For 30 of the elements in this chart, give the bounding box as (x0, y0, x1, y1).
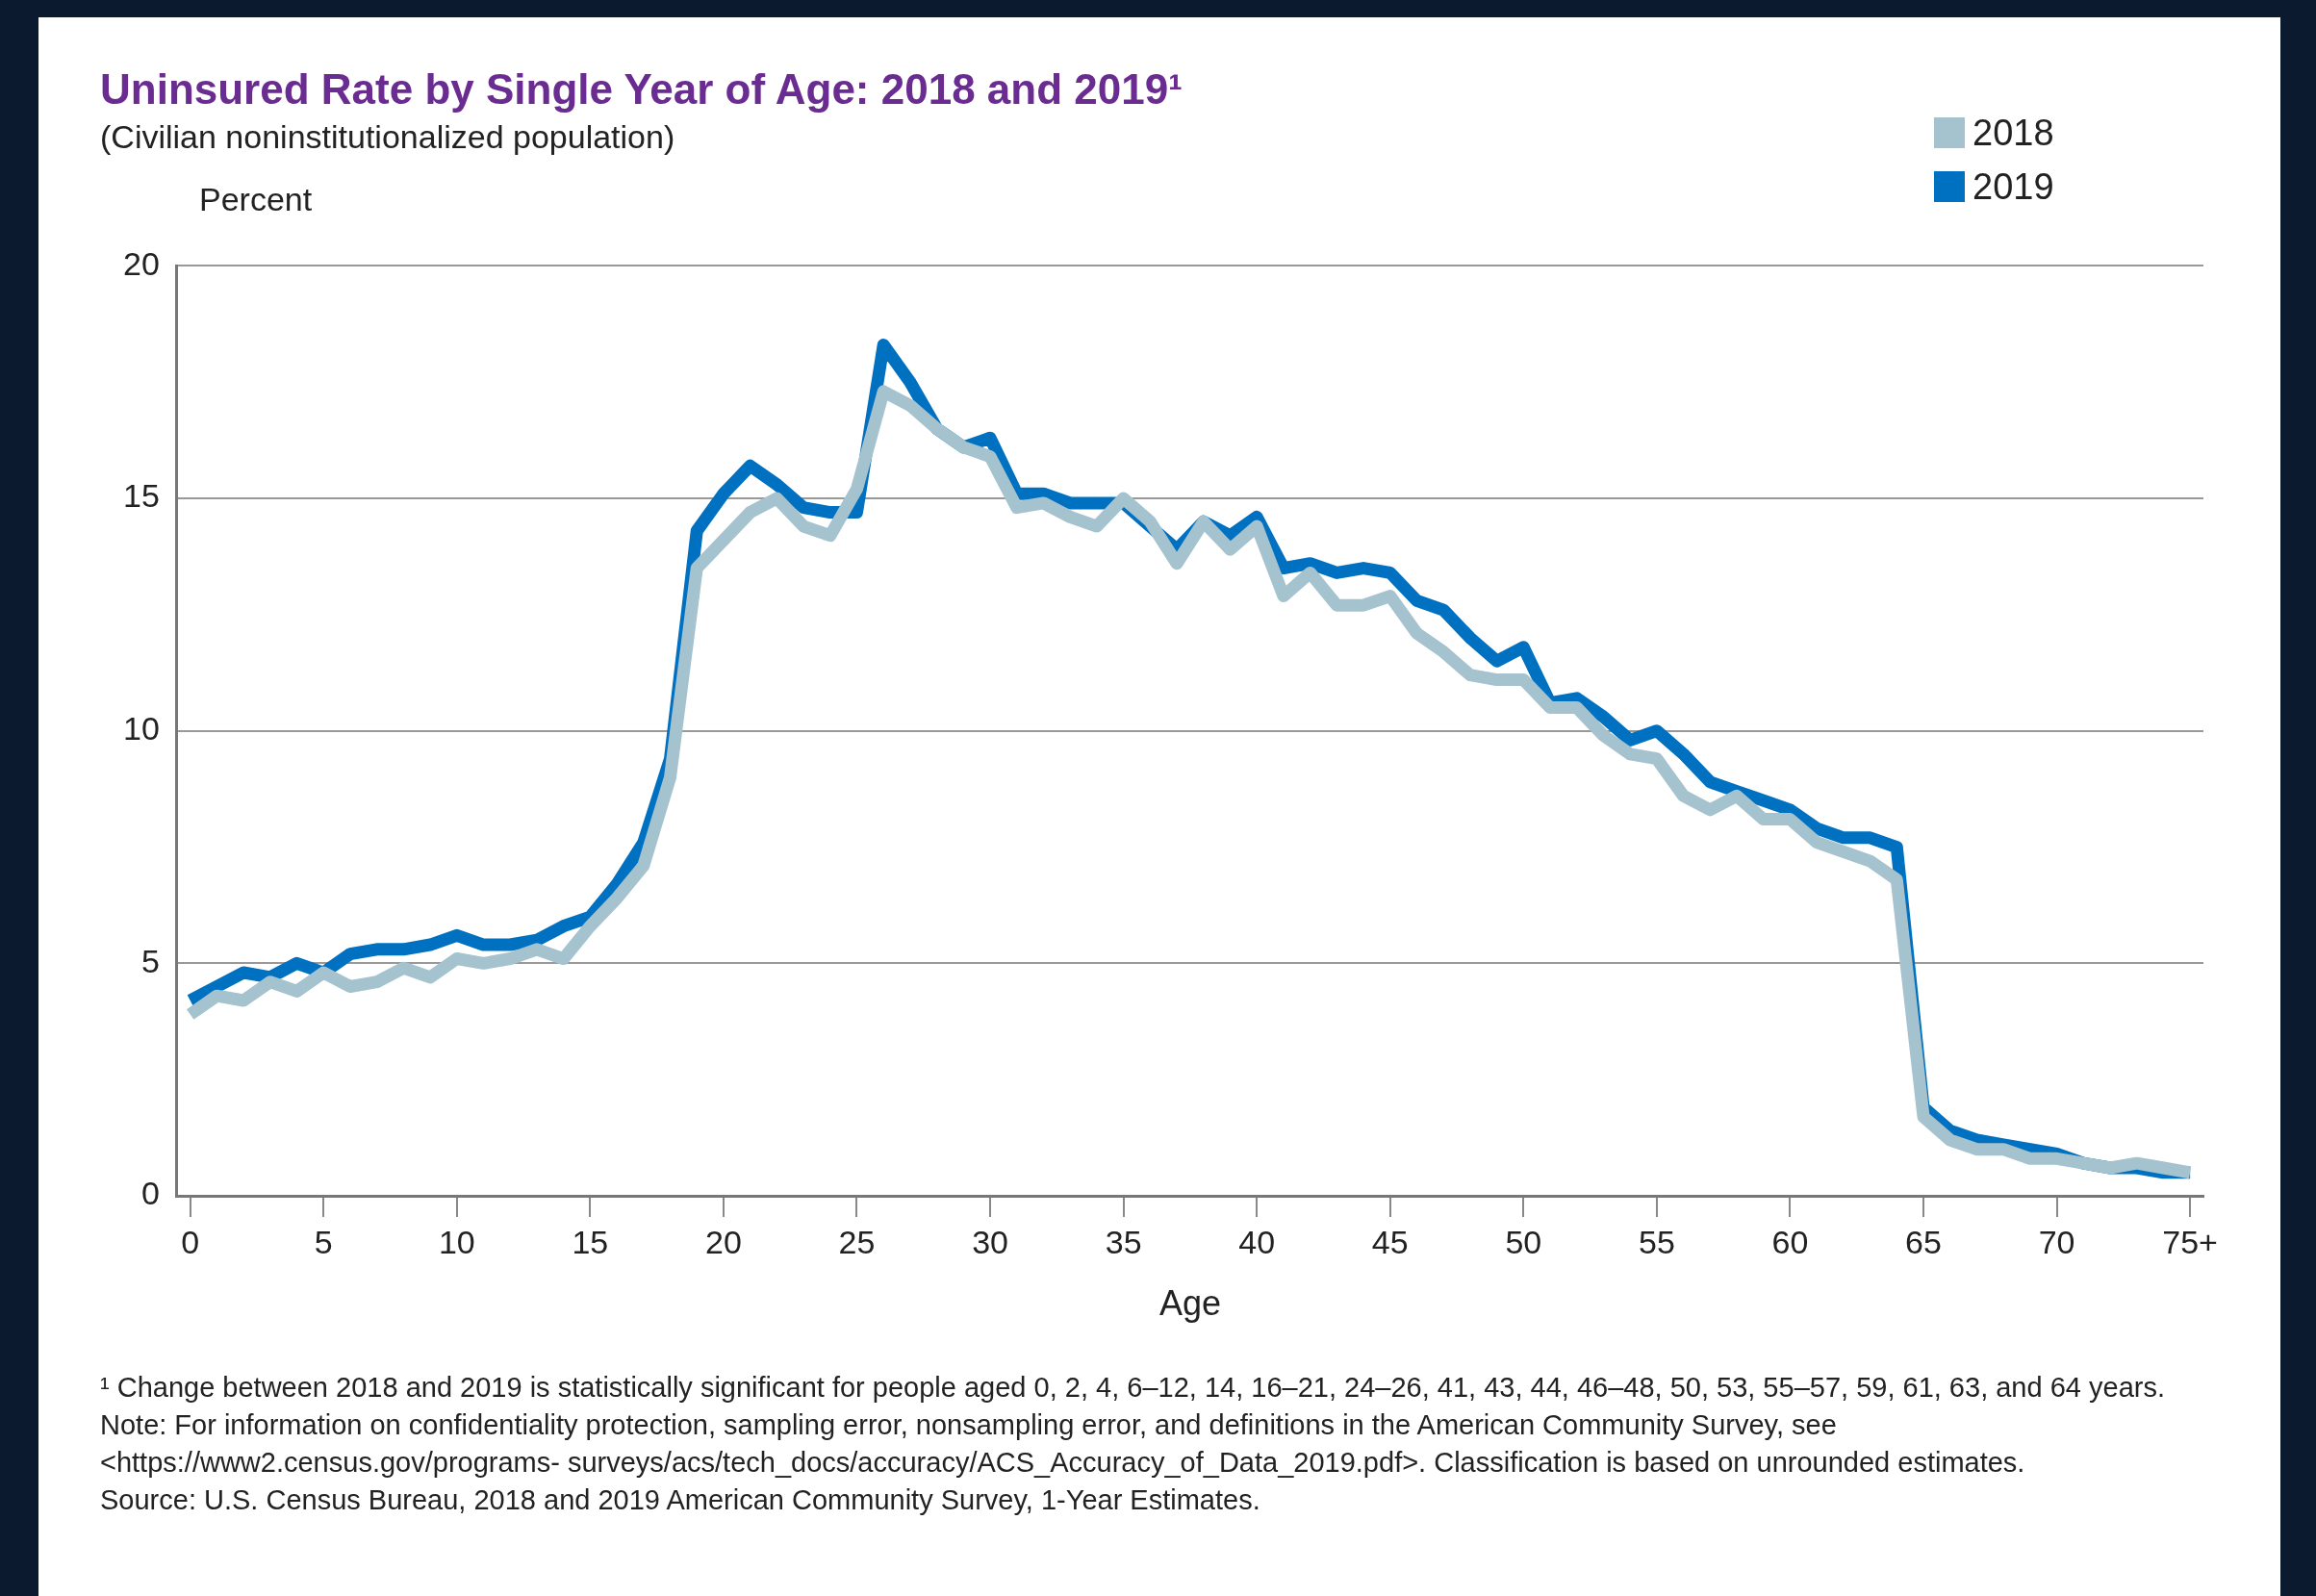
x-tick-label: 30 (972, 1223, 1008, 1260)
chart-subtitle: (Civilian noninstitutionalized population) (100, 118, 675, 156)
x-tick-label: 40 (1238, 1223, 1276, 1260)
text: Note: For information on confidentiality protection, sampling error, nonsampling error, and definitions in the American Community Survey, see <https://www2.census.gov/programs- surveys/acs/tech_docs/accuracy/ACS_Accuracy_of_Data_2019.pdf>. Classification is based on unrounded estimates. (100, 1408, 2026, 1480)
legend-label: 2019 (1972, 165, 2054, 208)
x-tick-label: 0 (181, 1223, 200, 1260)
x-tick-label: 60 (1771, 1223, 1809, 1260)
x-tick-label: 10 (438, 1223, 475, 1260)
legend-label: 2018 (1972, 112, 2054, 154)
y-tick-label: 20 (122, 244, 160, 282)
y-tick-label: 5 (140, 942, 160, 979)
text: ¹ Change between 2018 and 2019 is statistically significant for people aged 0, 2, 4, 6–12, 14, 16–21, 24–26, 41, 43, 44, 46–48, 50, 53, 55–57, 59, 61, 63, and 64 years. (100, 1371, 2166, 1405)
x-axis-title: Age (1158, 1283, 1221, 1324)
x-tick-label: 25 (838, 1223, 876, 1260)
x-tick-label: 35 (1105, 1223, 1142, 1260)
x-tick-label: 75+ (2162, 1223, 2218, 1260)
x-tick-label: 50 (1505, 1223, 1542, 1260)
x-tick-label: 70 (2038, 1223, 2075, 1260)
x-tick-label: 5 (314, 1223, 333, 1260)
chart-title: Uninsured Rate by Single Year of Age: 2018 and 2019¹ (100, 65, 1183, 114)
y-tick-label: 0 (140, 1175, 160, 1212)
x-tick-label: 15 (572, 1223, 609, 1260)
y-axis-title: Percent (199, 181, 313, 218)
x-tick-label: 20 (705, 1223, 742, 1260)
x-tick-label: 45 (1371, 1223, 1409, 1260)
y-tick-label: 15 (122, 477, 160, 515)
x-tick-label: 55 (1638, 1223, 1675, 1260)
x-tick-label: 65 (1905, 1223, 1942, 1260)
y-tick-label: 10 (122, 710, 160, 747)
source-note: Source: U.S. Census Bureau, 2018 and 2019 American Community Survey, 1-Year Estimates. (100, 1483, 1261, 1517)
